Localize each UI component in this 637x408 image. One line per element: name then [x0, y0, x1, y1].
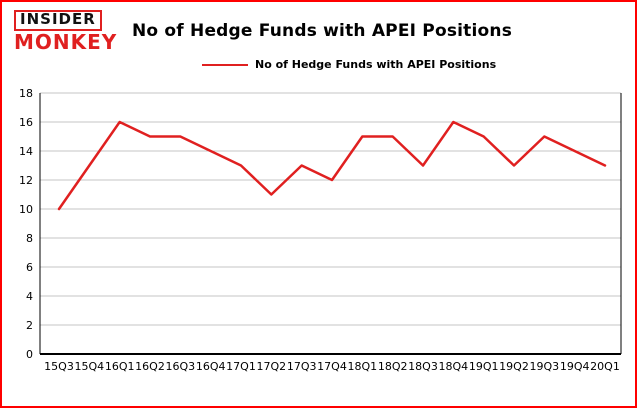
x-tick-label: 15Q4	[75, 360, 105, 373]
legend-line-swatch	[202, 63, 248, 66]
insider-monkey-logo: INSIDER MONKEY	[14, 10, 117, 53]
logo-insider-text: INSIDER	[14, 10, 102, 31]
x-tick-label: 20Q1	[590, 360, 620, 373]
y-tick-label: 18	[19, 87, 33, 100]
x-tick-label: 18Q4	[439, 360, 469, 373]
x-tick-label: 16Q3	[166, 360, 196, 373]
y-tick-label: 14	[19, 145, 33, 158]
y-tick-label: 12	[19, 174, 33, 187]
x-tick-label: 19Q1	[469, 360, 499, 373]
legend: No of Hedge Funds with APEI Positions	[202, 58, 496, 71]
y-tick-label: 8	[26, 232, 33, 245]
x-tick-label: 18Q2	[378, 360, 408, 373]
y-tick-label: 6	[26, 261, 33, 274]
x-tick-label: 19Q2	[499, 360, 529, 373]
x-tick-label: 15Q3	[44, 360, 74, 373]
x-tick-label: 16Q1	[105, 360, 135, 373]
x-tick-label: 16Q2	[135, 360, 165, 373]
x-tick-label: 19Q3	[530, 360, 560, 373]
line-series	[57, 120, 607, 211]
x-tick-label: 16Q4	[196, 360, 226, 373]
x-tick-label: 18Q1	[348, 360, 378, 373]
y-tick-label: 2	[26, 319, 33, 332]
x-tick-label: 17Q3	[287, 360, 317, 373]
x-tick-label: 17Q2	[257, 360, 287, 373]
y-tick-label: 0	[26, 348, 33, 361]
y-tick-label: 16	[19, 116, 33, 129]
logo-monkey-text: MONKEY	[14, 29, 118, 54]
y-tick-label: 4	[26, 290, 33, 303]
legend-label: No of Hedge Funds with APEI Positions	[255, 58, 497, 71]
y-tick-label: 10	[19, 203, 33, 216]
x-tick-label: 19Q4	[560, 360, 590, 373]
chart-title: No of Hedge Funds with APEI Positions	[132, 21, 513, 41]
x-tick-label: 17Q1	[226, 360, 256, 373]
x-tick-label: 17Q4	[317, 360, 347, 373]
x-tick-label: 18Q3	[408, 360, 438, 373]
